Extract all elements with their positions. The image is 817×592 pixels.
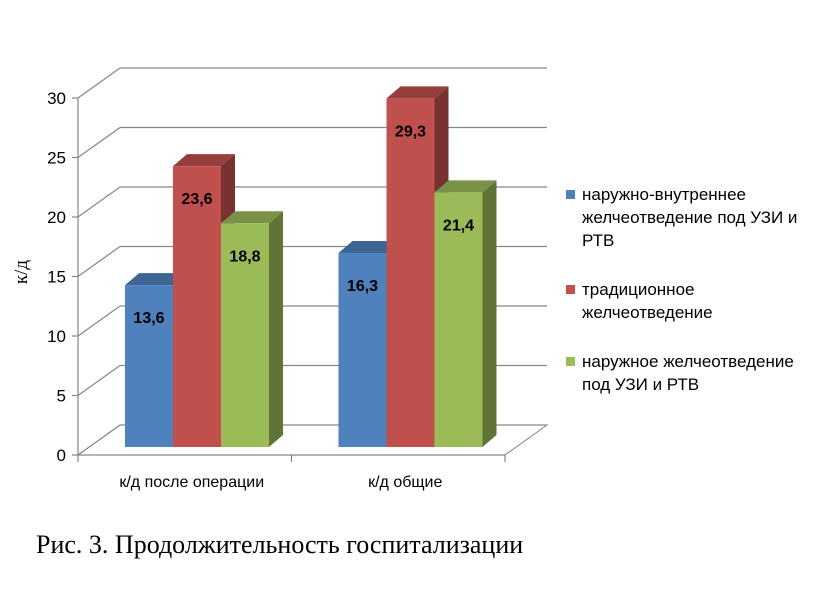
legend-swatch-1 <box>566 285 575 294</box>
bar-1-1 <box>386 86 449 447</box>
bar-top-1-2 <box>434 180 497 193</box>
bar-top-0-1 <box>173 154 235 167</box>
bar-top-0-2 <box>221 211 283 224</box>
bar-front-1-1 <box>386 98 435 447</box>
data-label-1-1: 29,3 <box>395 123 426 140</box>
legend-swatch-2 <box>566 357 575 366</box>
category-label-0: к/д после операции <box>119 474 264 491</box>
bar-front-0-2 <box>221 223 269 447</box>
bar-side-0-2 <box>269 211 283 447</box>
axes <box>72 97 506 462</box>
gridline-side-3 <box>77 246 121 277</box>
bar-top-0-0 <box>125 273 187 286</box>
data-label-1-2: 21,4 <box>443 217 474 234</box>
figure-caption: Рис. 3. Продолжительность госпитализации <box>36 530 524 559</box>
bars <box>125 86 497 447</box>
data-label-0-1: 23,6 <box>181 191 212 208</box>
bar-0-2 <box>221 211 283 447</box>
y-tick-labels: 0 5 10 15 20 25 30 <box>47 89 66 465</box>
bar-side-1-2 <box>482 180 497 447</box>
y-tick-label-5: 25 <box>47 149 66 168</box>
legend-label-1: традиционное желчеотведение <box>582 280 713 322</box>
bar-top-1-1 <box>386 86 449 99</box>
data-label-1-0: 16,3 <box>347 278 378 295</box>
legend-label-0: наружно-внутреннее желчеотведение под УЗ… <box>582 185 798 250</box>
gridline-side-1 <box>77 365 121 396</box>
data-label-0-0: 13,6 <box>133 310 164 327</box>
legend-item-1: традиционное желчеотведение <box>566 278 816 324</box>
bar-front-0-0 <box>125 285 173 447</box>
legend-item-2: наружное желчеотведение под УЗИ и РТВ <box>566 350 816 396</box>
y-tick-label-2: 10 <box>47 327 66 346</box>
legend-label-2: наружное желчеотведение под УЗИ и РТВ <box>582 352 794 394</box>
gridline-side-5 <box>77 127 121 158</box>
gridline-side-0 <box>77 424 121 456</box>
bar-1-2 <box>434 180 497 447</box>
y-tick-label-0: 0 <box>57 446 66 465</box>
category-label-1: к/д общие <box>368 474 442 491</box>
gridline-side-6 <box>77 67 121 99</box>
bar-top-1-0 <box>338 241 401 254</box>
gridline-side-4 <box>77 186 121 218</box>
y-tick-label-1: 5 <box>57 387 66 406</box>
legend-item-0: наружно-внутреннее желчеотведение под УЗ… <box>566 183 816 252</box>
y-tick-label-4: 20 <box>47 208 66 227</box>
y-tick-label-3: 15 <box>47 268 66 287</box>
legend: наружно-внутреннее желчеотведение под УЗ… <box>566 183 816 422</box>
bar-front-1-0 <box>338 253 387 447</box>
data-labels: 13,6 23,6 18,8 16,3 29,3 21,4 <box>133 123 474 327</box>
category-labels: к/д после операции к/д общие <box>119 474 442 491</box>
legend-swatch-0 <box>566 190 575 199</box>
bar-front-0-1 <box>173 166 221 447</box>
gridline-side-2 <box>77 305 121 337</box>
y-axis-label: к/д <box>11 260 32 285</box>
y-tick-label-6: 30 <box>47 89 66 108</box>
bar-front-1-2 <box>434 192 483 447</box>
data-label-0-2: 18,8 <box>229 248 260 265</box>
